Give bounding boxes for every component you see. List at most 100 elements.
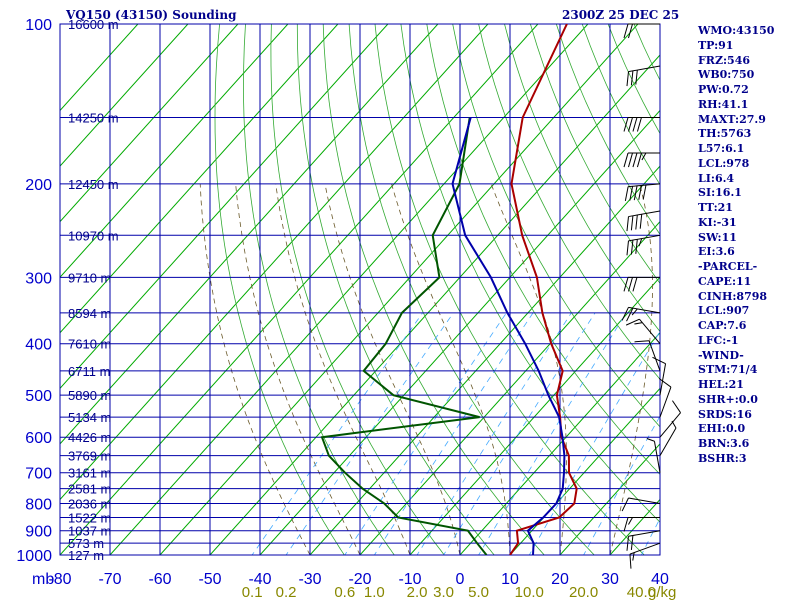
- barb-flag: [639, 214, 643, 229]
- barb-flag: [627, 152, 633, 168]
- temperature-tick-label: 0: [456, 571, 465, 588]
- isotherm-line: [359, 220, 660, 555]
- mixing-ratio-label: 40.0: [627, 584, 656, 600]
- isotherm-line: [409, 276, 660, 555]
- wind-barb: [621, 306, 661, 322]
- dry-adiabat-line: [270, 24, 445, 555]
- barb-flag: [632, 117, 638, 132]
- barb-flag: [634, 322, 643, 325]
- dry-adiabat-line: [530, 24, 660, 284]
- moist-adiabat-line: [275, 183, 411, 555]
- barb-flag: [630, 215, 634, 231]
- barb-flag: [635, 239, 638, 254]
- height-label: 3769 m: [68, 449, 111, 464]
- index-item: SW:11: [698, 230, 737, 244]
- sounding-title: VQ150 (43150) Sounding: [66, 8, 237, 22]
- wind-barb: [623, 23, 660, 39]
- index-item: SI:16.1: [698, 186, 742, 200]
- mixing-ratio-label: 0.1: [242, 584, 263, 600]
- isotherm-line: [60, 24, 239, 223]
- temperature-tick-label: 10: [501, 571, 519, 588]
- height-label: 1037 m: [68, 524, 111, 539]
- moist-adiabat-line: [490, 183, 567, 555]
- pressure-tick-label: 100: [25, 17, 52, 34]
- barb-flag: [634, 340, 650, 343]
- dry-adiabat-line: [400, 24, 660, 523]
- index-item: STM:71/4: [698, 363, 758, 377]
- mixing-ratio-label: 1.0: [364, 584, 385, 600]
- index-item: BRN:3.6: [698, 437, 750, 450]
- isotherm-line: [559, 443, 660, 555]
- isotherm-line: [60, 24, 389, 390]
- barb-flag: [631, 308, 638, 316]
- barb-flag: [627, 277, 633, 292]
- barb-flag: [635, 69, 638, 85]
- mixing-ratio-label: 0.6: [334, 584, 355, 600]
- index-item: L57:6.1: [698, 142, 745, 155]
- height-label: 14250 m: [68, 111, 119, 126]
- barb-flag: [626, 307, 634, 322]
- barb-flag: [624, 186, 629, 202]
- isotherm-line: [509, 387, 660, 555]
- isotherm-line: [109, 24, 589, 555]
- isotherm-lines: [60, 24, 660, 555]
- index-item: EI:3.6: [698, 245, 735, 259]
- barb-flag: [623, 517, 629, 532]
- barb-flag: [652, 356, 666, 365]
- profile-series: [320, 24, 578, 555]
- height-label: 8594 m: [68, 306, 111, 321]
- index-item: WMO:43150: [698, 24, 775, 37]
- temperature-tick-label: -80: [48, 571, 71, 588]
- barb-flag: [623, 277, 629, 292]
- moist-adiabat-lines: [199, 183, 660, 555]
- temperature-tick-label: 40: [651, 571, 669, 588]
- barb-staff: [628, 497, 661, 505]
- barb-staff: [639, 318, 661, 345]
- barb-flag: [627, 117, 633, 132]
- wind-barb: [626, 65, 661, 87]
- height-label: 6711 m: [68, 364, 110, 379]
- wind-barb: [626, 210, 661, 232]
- isotherm-line: [60, 24, 189, 167]
- index-item: EHI:0.0: [698, 422, 746, 436]
- barb-flag: [632, 552, 635, 561]
- wind-barb: [624, 183, 661, 202]
- height-label: 2036 m: [68, 497, 111, 512]
- index-item: KI:-31: [698, 215, 737, 229]
- sounding-datetime: 2300Z 25 DEC 25: [562, 8, 680, 22]
- index-item: TP:91: [698, 38, 734, 52]
- mixing-ratio-label: 2.0: [407, 584, 428, 600]
- index-item: SHR+:0.0: [698, 392, 758, 406]
- index-item: RH:41.1: [698, 97, 749, 111]
- index-item: PW:0.72: [698, 83, 749, 96]
- barb-flag: [626, 71, 629, 87]
- barb-staff: [628, 210, 661, 218]
- barb-flag: [642, 184, 647, 200]
- barb-flag: [658, 378, 672, 388]
- temperature-tick-label: 20: [551, 571, 569, 588]
- height-label: 16600 m: [68, 17, 119, 32]
- height-label: 127 m: [68, 548, 104, 563]
- barb-flag: [632, 152, 638, 168]
- index-item: SRDS:16: [698, 407, 752, 421]
- barb-flag: [629, 186, 634, 201]
- barb-flag: [630, 535, 634, 551]
- barb-staff: [628, 234, 661, 242]
- mixing-ratio-unit: g/kg: [648, 584, 676, 600]
- barb-flag: [626, 216, 629, 232]
- barb-flag: [646, 438, 655, 442]
- wind-barb: [623, 152, 660, 168]
- temperature-tick-label: -10: [398, 571, 421, 588]
- height-label: 5890 m: [68, 388, 111, 403]
- height-labels: 16600 m 14250 m 12450 m 10970 m 9710 m 8594 m…: [68, 17, 119, 563]
- wind-barb: [626, 234, 661, 256]
- moist-adiabat-line: [324, 183, 461, 555]
- barb-flag: [636, 152, 642, 168]
- index-item: BSHR:3: [698, 451, 747, 465]
- pressure-tick-label: 500: [25, 388, 52, 405]
- mixing-ratio-line: [443, 312, 596, 555]
- dry-adiabat-line: [478, 24, 660, 380]
- wind-barb: [634, 340, 661, 372]
- wind-barb: [659, 420, 677, 456]
